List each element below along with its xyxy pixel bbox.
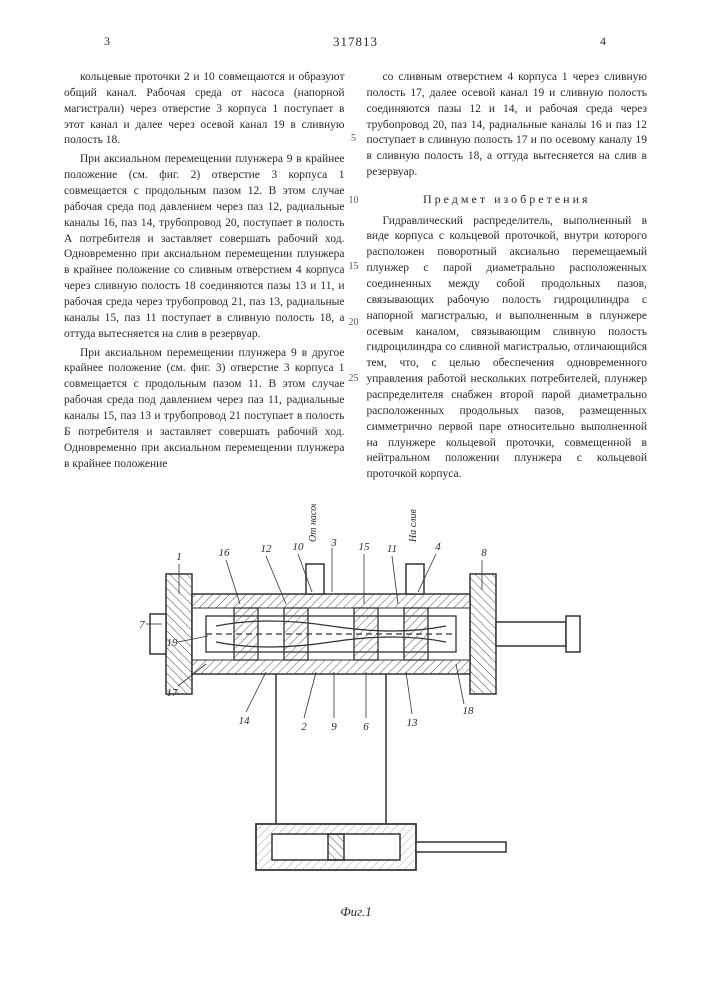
fig-label-8: 8 (481, 547, 487, 559)
figure-1: 1 16 12 10 3 15 11 4 8 7 19 17 14 2 9 6 … (64, 504, 647, 934)
fig-label-15: 15 (358, 541, 370, 553)
left-p2: При аксиальном перемещении плунжера 9 в … (64, 152, 345, 342)
subject-title: Предмет изобретения (367, 191, 648, 208)
figure-caption: Фиг.1 (340, 904, 372, 919)
left-column: кольцевые проточки 2 и 10 совмещаются и … (64, 70, 345, 486)
fig-label-to-drain: На слив (408, 509, 419, 544)
fig-label-18: 18 (462, 705, 474, 717)
fig-label-3: 3 (330, 537, 337, 549)
fig-label-12: 12 (260, 543, 272, 555)
right-p1: со сливным отверстием 4 корпуса 1 через … (367, 70, 648, 181)
doc-number: 317813 (333, 34, 378, 50)
fig-label-from-pump: От насоса (308, 504, 319, 542)
left-p1: кольцевые проточки 2 и 10 совмещаются и … (64, 70, 345, 149)
right-column: со сливным отверстием 4 корпуса 1 через … (367, 70, 648, 486)
page-number-right: 4 (600, 34, 607, 49)
fig-label-16: 16 (218, 547, 230, 559)
page-number-left: 3 (104, 34, 111, 49)
right-p2: Гидравлический распределитель, выполненн… (367, 214, 648, 484)
fig-label-10: 10 (292, 541, 304, 553)
fig-label-19: 19 (166, 637, 178, 649)
left-p3: При аксиальном перемещении плунжера 9 в … (64, 346, 345, 473)
fig-label-4: 4 (435, 541, 441, 553)
fig-label-14: 14 (238, 715, 250, 727)
gutter-line-20: 20 (349, 318, 359, 328)
fig-label-13: 13 (406, 717, 418, 729)
gutter-line-25: 25 (349, 374, 359, 384)
fig-label-7: 7 (139, 619, 145, 631)
fig-label-17: 17 (166, 687, 178, 699)
fig-label-2: 2 (301, 721, 307, 733)
figure-svg: 1 16 12 10 3 15 11 4 8 7 19 17 14 2 9 6 … (116, 504, 596, 934)
fig-label-9: 9 (331, 721, 337, 733)
gutter-line-10: 10 (349, 196, 359, 206)
gutter-line-5: 5 (351, 134, 356, 144)
fig-label-11: 11 (386, 543, 396, 555)
fig-label-6: 6 (363, 721, 369, 733)
fig-label-1: 1 (176, 551, 182, 563)
gutter-line-15: 15 (349, 262, 359, 272)
